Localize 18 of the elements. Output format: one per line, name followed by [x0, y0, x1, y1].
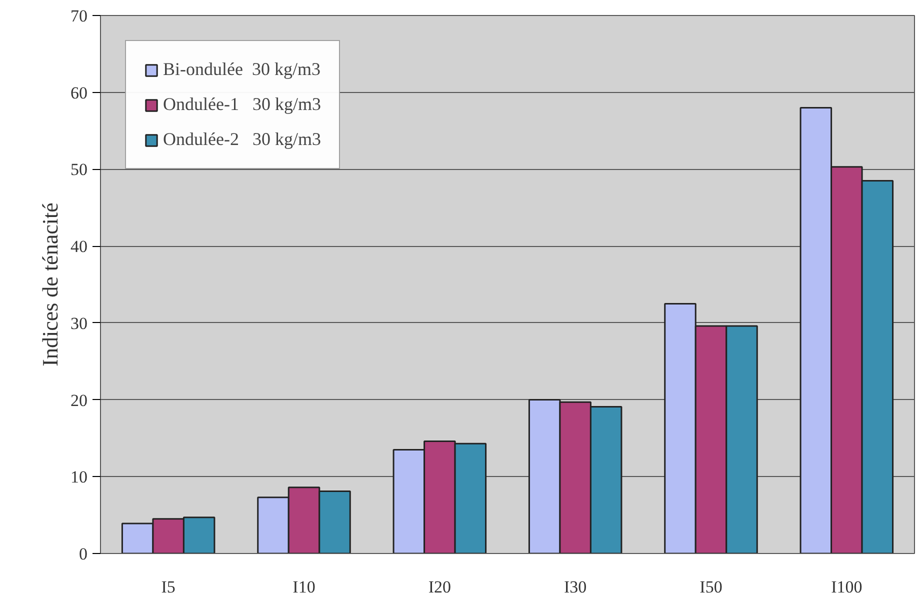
x-tick-label: I50	[700, 578, 722, 596]
legend-label: Bi-ondulée 30 kg/m3	[163, 59, 320, 80]
x-tick-label: I5	[161, 578, 176, 596]
y-tick-label: 10	[70, 468, 88, 487]
y-tick-label: 60	[70, 83, 88, 102]
x-tick-label: I20	[428, 578, 452, 596]
y-axis-title: Indices de ténacité	[38, 202, 62, 366]
legend-label: Ondulée-1 30 kg/m3	[163, 94, 321, 115]
x-tick-label: I10	[292, 578, 316, 596]
y-tick-label: 0	[79, 544, 88, 564]
y-tick-label: 40	[70, 237, 88, 256]
y-tick-label: 70	[70, 6, 88, 26]
y-tick-label: 20	[70, 390, 88, 410]
y-tick-label: 50	[70, 160, 88, 180]
x-tick-label: I30	[564, 578, 587, 596]
x-tick-label: I100	[831, 578, 862, 596]
legend-label: Ondulée-2 30 kg/m3	[163, 129, 321, 150]
y-tick-label: 30	[70, 314, 88, 333]
